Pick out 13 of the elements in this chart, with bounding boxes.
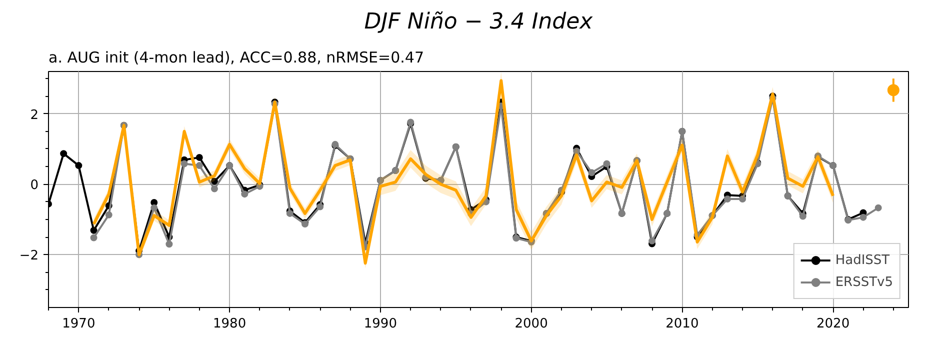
y-tick-label: 2 bbox=[30, 108, 39, 123]
chart-title: DJF Niño − 3.4 Index bbox=[364, 10, 594, 34]
legend-label: ERSSTv5 bbox=[835, 274, 893, 290]
x-tick-label: 1980 bbox=[213, 316, 246, 332]
x-tick-label: 1990 bbox=[364, 316, 397, 332]
y-tick-label: 0 bbox=[30, 178, 39, 194]
x-tick-label: 2020 bbox=[816, 316, 850, 332]
x-tick-label: 1970 bbox=[62, 316, 96, 332]
x-tick-label: 2010 bbox=[666, 316, 699, 332]
y-tick-label: −2 bbox=[19, 248, 39, 264]
x-tick-label: 2000 bbox=[514, 316, 548, 332]
legend-label: HadISST bbox=[835, 252, 890, 268]
chart-subtitle: a. AUG init (4-mon lead), ACC=0.88, nRMSE=0.47 bbox=[48, 48, 424, 66]
